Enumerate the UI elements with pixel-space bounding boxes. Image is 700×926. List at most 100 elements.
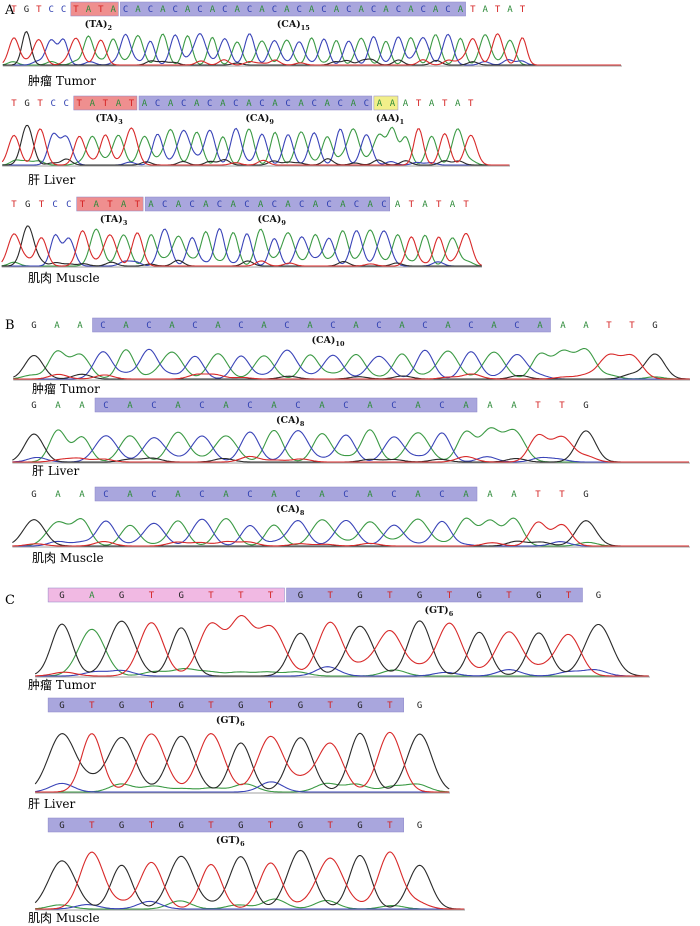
base-call: C (244, 200, 249, 210)
motif-text: (TA) (100, 214, 123, 225)
trace-g (34, 849, 465, 910)
base-call: C (330, 321, 335, 331)
base-call: A (127, 401, 133, 411)
motif-count: 9 (269, 118, 274, 126)
base-call: G (238, 821, 243, 831)
base-call: G (417, 701, 422, 711)
base-call: C (151, 401, 156, 411)
base-call: A (168, 99, 174, 109)
base-call: G (298, 821, 303, 831)
base-call: C (199, 490, 204, 500)
base-call: G (652, 321, 657, 331)
repeat-highlight (120, 1, 466, 17)
base-call: C (354, 200, 359, 210)
base-call: A (367, 490, 373, 500)
trace-t (35, 851, 465, 910)
base-call: C (247, 5, 252, 15)
base-call: C (343, 490, 348, 500)
base-call: G (119, 701, 124, 711)
repeat-motif-label: (CA)10 (312, 335, 345, 348)
base-call: A (194, 99, 200, 109)
trace-g (2, 124, 510, 166)
motif-count: 2 (108, 24, 113, 32)
base-call: A (399, 321, 405, 331)
base-call: A (93, 200, 99, 210)
base-call: G (357, 591, 362, 601)
panel-letter: B (5, 318, 15, 333)
base-call: A (377, 99, 383, 109)
base-call: G (119, 591, 124, 601)
trace-a (35, 628, 649, 677)
base-call: C (162, 200, 167, 210)
repeat-highlight (73, 95, 138, 111)
repeat-highlight (373, 95, 399, 111)
trace-c (35, 900, 465, 910)
base-call: T (566, 591, 572, 601)
base-call: T (98, 5, 104, 15)
base-call: A (408, 5, 414, 15)
base-call: C (61, 5, 66, 15)
base-call: G (583, 490, 588, 500)
motif-count: 10 (335, 340, 345, 348)
trace-t (35, 615, 649, 677)
base-call: A (90, 99, 96, 109)
base-call: A (487, 401, 493, 411)
base-call: A (463, 490, 469, 500)
motif-text: (CA) (245, 113, 269, 124)
chromatogram-track: G T G T G T G T G T G T G (GT)6 肝 Liver (28, 697, 450, 811)
base-call: T (208, 591, 214, 601)
base-call: C (197, 5, 202, 15)
base-call: C (284, 321, 289, 331)
base-call: C (396, 5, 401, 15)
base-call: G (357, 821, 362, 831)
base-call: A (261, 321, 267, 331)
trace-a (12, 517, 689, 547)
base-call: C (172, 5, 177, 15)
base-call: C (285, 99, 290, 109)
base-call: A (160, 5, 166, 15)
base-call: A (215, 321, 221, 331)
base-call: C (295, 401, 300, 411)
base-call: A (463, 401, 469, 411)
base-call: G (24, 99, 29, 109)
base-call: T (77, 99, 83, 109)
base-call: A (319, 490, 325, 500)
repeat-highlight (47, 817, 404, 833)
base-call: C (52, 200, 57, 210)
trace-c (12, 518, 689, 547)
base-call: A (491, 321, 497, 331)
repeat-highlight (94, 397, 478, 413)
base-call: G (596, 591, 601, 601)
base-call: C (439, 401, 444, 411)
trace-c (35, 666, 649, 677)
base-call: T (149, 701, 155, 711)
base-call: A (272, 99, 278, 109)
base-call: A (390, 99, 396, 109)
base-call: C (376, 321, 381, 331)
base-call: A (79, 490, 85, 500)
base-call: A (309, 5, 315, 15)
repeat-highlight (144, 196, 390, 212)
repeat-motif-label: (TA)3 (100, 214, 128, 227)
base-call: A (415, 401, 421, 411)
base-call: C (321, 5, 326, 15)
base-call: C (66, 200, 71, 210)
base-call: T (149, 591, 155, 601)
base-call: G (178, 591, 183, 601)
base-call: A (383, 5, 389, 15)
base-call: T (135, 200, 141, 210)
base-call: A (482, 5, 488, 15)
base-call: A (176, 200, 182, 210)
base-call: T (107, 200, 113, 210)
motif-text: (GT) (425, 605, 449, 616)
repeat-highlight (76, 196, 144, 212)
repeat-motif-label: (GT)6 (425, 605, 454, 618)
base-call: A (175, 401, 181, 411)
base-call: C (420, 5, 425, 15)
base-call: A (234, 5, 240, 15)
base-call: A (271, 401, 277, 411)
base-call: C (445, 5, 450, 15)
base-call: C (259, 99, 264, 109)
